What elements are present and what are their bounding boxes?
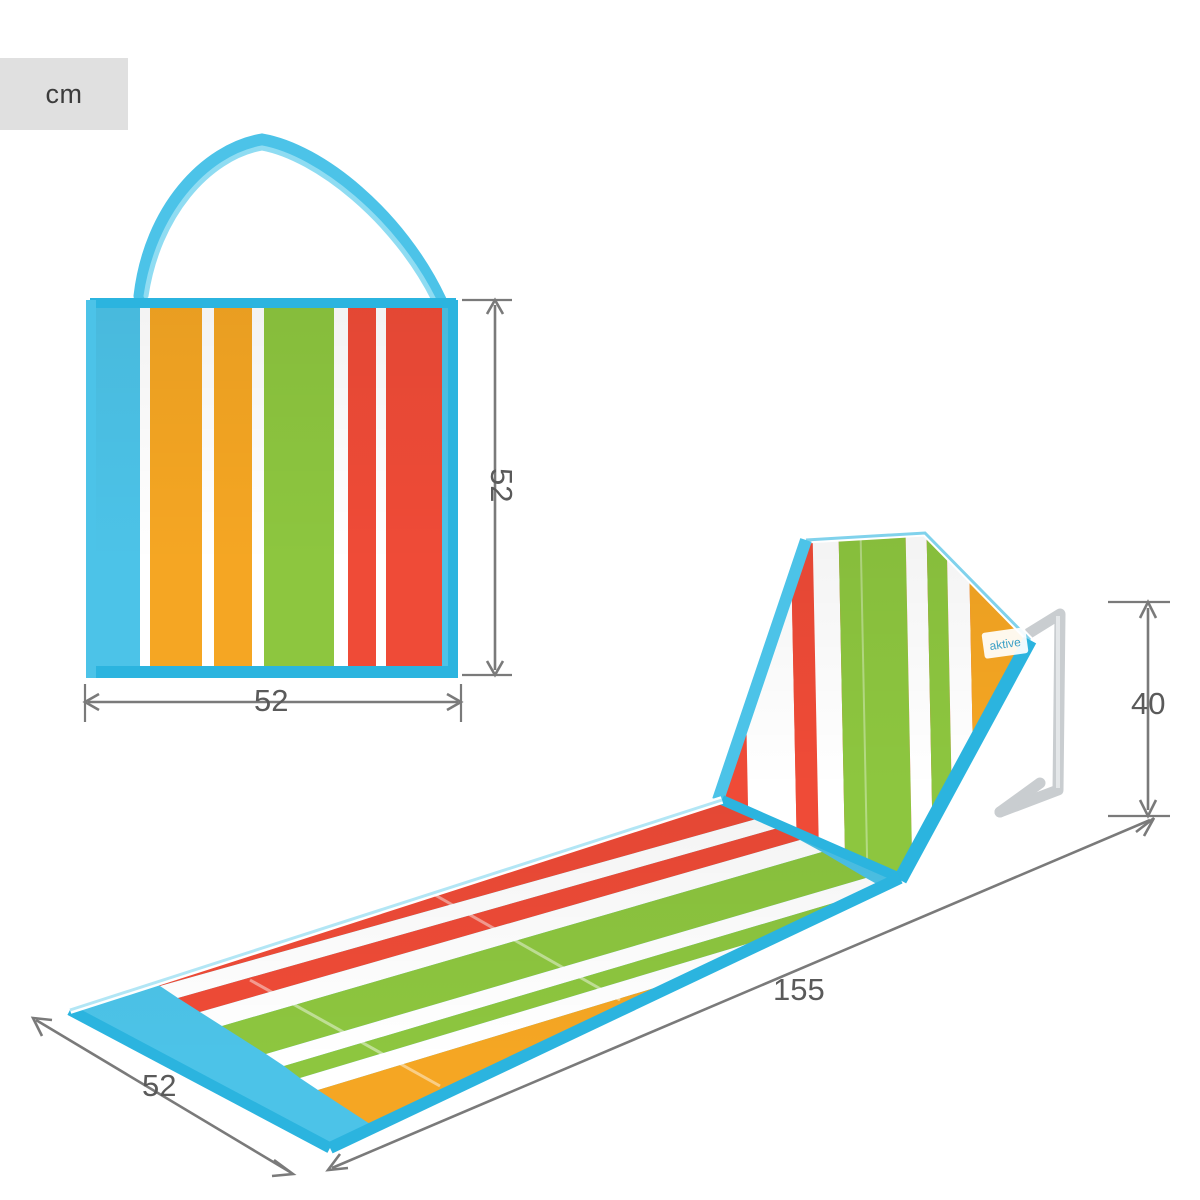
bag-dimension-lines [82, 297, 512, 722]
bag-width-label: 52 [254, 683, 289, 718]
seat-front-edge [327, 872, 903, 1154]
chair-length-label: 155 [773, 972, 825, 1007]
bag-stripes [90, 300, 456, 678]
chair-height-label: 40 [1131, 686, 1166, 721]
bag-left-edge [86, 300, 96, 678]
unit-badge: cm [0, 58, 128, 130]
backrest-right-edge [893, 636, 1037, 884]
svg-text:aktive: aktive [989, 635, 1022, 653]
brand-tag: aktive [981, 627, 1029, 659]
bag-strap [133, 133, 447, 307]
bag-right-edge [448, 300, 458, 678]
lounger-dimension-lines [30, 599, 1170, 1178]
chair-length-line [331, 818, 1151, 1170]
bag-height-label: 52 [484, 468, 519, 503]
chair-width-line [35, 1018, 291, 1174]
folded-bag-graphic [86, 133, 458, 678]
seat-foot-edge [67, 1005, 333, 1153]
seat-hinge-edge [719, 795, 903, 883]
bag-strap-highlight [143, 145, 437, 303]
chair-width-label: 52 [142, 1068, 177, 1103]
bag-bottom-edge [90, 666, 456, 678]
bag-top-edge [90, 298, 456, 308]
backrest-left-edge [712, 538, 812, 802]
unit-badge-label: cm [45, 78, 83, 109]
